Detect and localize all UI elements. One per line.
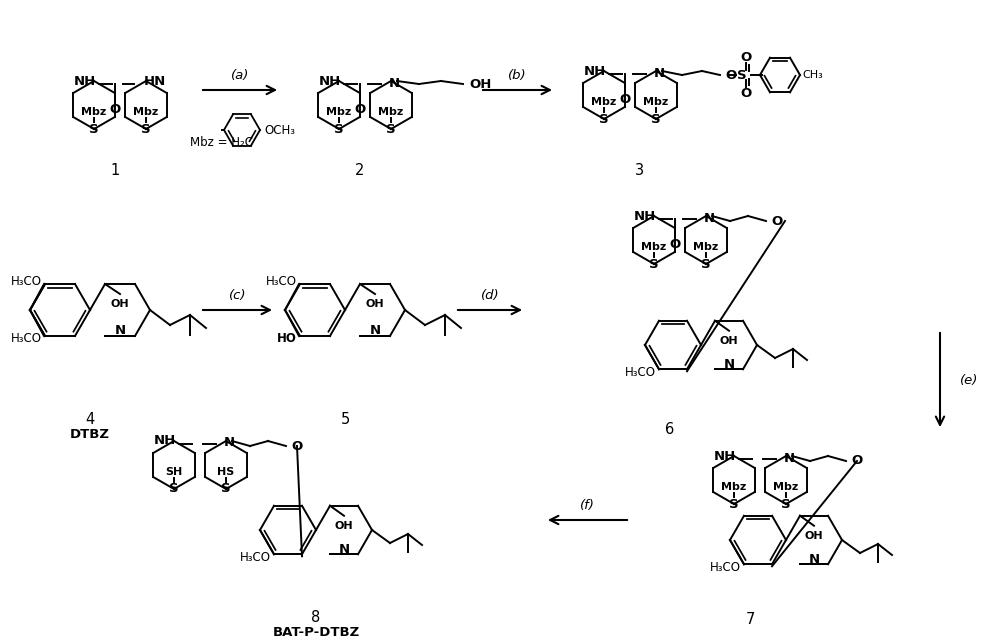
Text: NH: NH <box>318 75 341 87</box>
Text: H₃CO: H₃CO <box>11 275 42 287</box>
Text: 8: 8 <box>311 610 320 626</box>
Text: (e): (e) <box>959 374 977 386</box>
Text: O: O <box>619 93 630 105</box>
Text: O: O <box>109 102 120 116</box>
Text: (f): (f) <box>580 498 595 511</box>
Text: OH: OH <box>365 299 384 309</box>
Text: H₃CO: H₃CO <box>266 275 297 287</box>
Text: 4: 4 <box>85 413 94 428</box>
Text: 2: 2 <box>355 163 364 177</box>
Text: OH: OH <box>110 299 129 309</box>
Text: OH: OH <box>334 521 353 530</box>
Text: HS: HS <box>218 467 235 477</box>
Text: O: O <box>724 69 735 82</box>
Text: S: S <box>386 123 395 136</box>
Text: Mbz: Mbz <box>643 97 668 107</box>
Text: Mbz: Mbz <box>378 107 403 117</box>
Text: S: S <box>141 123 150 136</box>
Text: Mbz: Mbz <box>591 97 616 107</box>
Text: S: S <box>221 482 231 496</box>
Text: CH₃: CH₃ <box>801 70 821 80</box>
Text: S: S <box>170 482 179 496</box>
Text: (a): (a) <box>231 69 249 82</box>
Text: N: N <box>783 451 794 464</box>
Text: 6: 6 <box>665 422 674 437</box>
Text: H₃CO: H₃CO <box>625 366 655 379</box>
Text: S: S <box>651 113 660 125</box>
Text: O: O <box>354 102 365 116</box>
Text: S: S <box>736 69 746 82</box>
Text: Mbz: Mbz <box>721 482 746 492</box>
Text: (c): (c) <box>229 289 246 302</box>
Text: Mbz: Mbz <box>772 482 797 492</box>
Text: (d): (d) <box>480 289 498 302</box>
Text: 1: 1 <box>110 163 119 177</box>
Text: Mbz: Mbz <box>693 242 718 252</box>
Text: O: O <box>739 87 751 100</box>
Text: 7: 7 <box>744 613 754 628</box>
Text: N: N <box>388 77 400 89</box>
Text: S: S <box>728 498 738 511</box>
Text: H₃CO: H₃CO <box>709 561 740 574</box>
Text: N: N <box>224 437 235 449</box>
Text: HN: HN <box>143 75 166 87</box>
Text: N: N <box>723 358 734 371</box>
Text: HO: HO <box>277 332 297 345</box>
Text: Mbz: Mbz <box>133 107 158 117</box>
Text: 3: 3 <box>635 163 644 177</box>
Text: NH: NH <box>583 64 606 78</box>
Text: O: O <box>851 455 862 467</box>
Text: DTBZ: DTBZ <box>70 428 110 442</box>
Text: Mbz: Mbz <box>81 107 106 117</box>
Text: O: O <box>291 440 302 453</box>
Text: O: O <box>669 237 680 251</box>
Text: S: S <box>780 498 790 511</box>
Text: H₃CO: H₃CO <box>240 551 271 564</box>
Text: OH: OH <box>719 336 737 346</box>
Text: N: N <box>114 325 125 338</box>
Text: O: O <box>739 51 751 64</box>
Text: O: O <box>770 215 781 228</box>
Text: S: S <box>334 123 343 136</box>
Text: NH: NH <box>73 75 96 87</box>
Text: S: S <box>89 123 98 136</box>
Text: S: S <box>599 113 608 125</box>
Text: N: N <box>653 66 664 80</box>
Text: N: N <box>703 212 714 224</box>
Text: NH: NH <box>633 210 655 222</box>
Text: 5: 5 <box>340 413 349 428</box>
Text: OH: OH <box>803 530 822 541</box>
Text: Mbz: Mbz <box>641 242 666 252</box>
Text: S: S <box>700 257 710 271</box>
Text: SH: SH <box>165 467 183 477</box>
Text: OH: OH <box>468 78 490 91</box>
Text: Mbz: Mbz <box>326 107 351 117</box>
Text: NH: NH <box>713 449 735 462</box>
Text: N: N <box>807 553 818 566</box>
Text: N: N <box>369 325 380 338</box>
Text: OCH₃: OCH₃ <box>264 123 295 136</box>
Text: (b): (b) <box>508 69 527 82</box>
Text: BAT-P-DTBZ: BAT-P-DTBZ <box>272 626 359 640</box>
Text: N: N <box>338 543 349 556</box>
Text: H₃CO: H₃CO <box>11 332 42 345</box>
Text: Mbz = H₂C: Mbz = H₂C <box>190 136 253 149</box>
Text: NH: NH <box>153 435 176 448</box>
Text: S: S <box>649 257 658 271</box>
